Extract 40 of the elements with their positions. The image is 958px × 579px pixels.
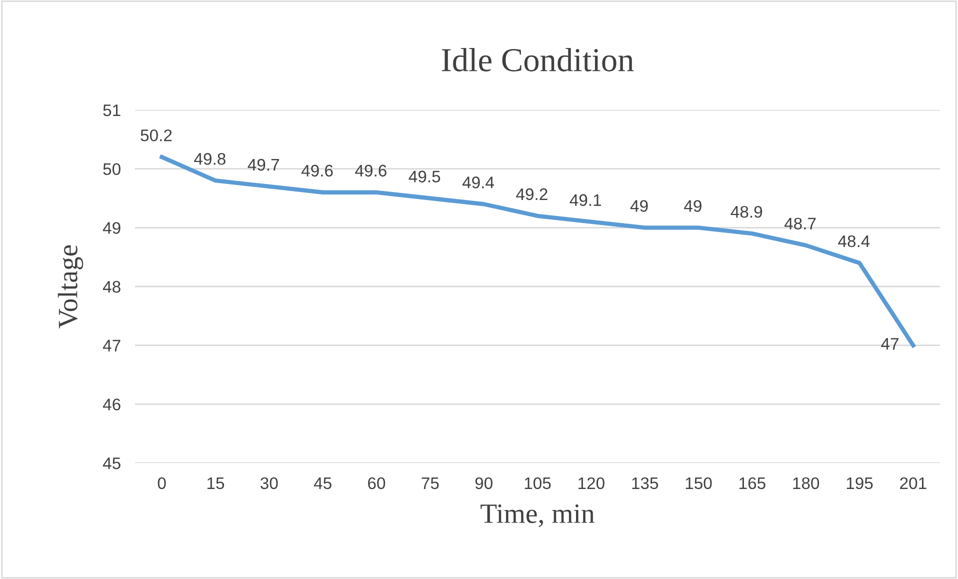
data-label: 48.7: [784, 218, 816, 230]
x-tick-label: 30: [260, 477, 278, 490]
y-tick-label: 47: [102, 340, 120, 352]
chart-title: Idle Condition: [442, 48, 634, 72]
y-axis-title: Voltage: [58, 245, 84, 328]
x-tick-label: 75: [422, 478, 439, 490]
data-label: 49.8: [194, 153, 226, 165]
x-tick-label: 165: [740, 477, 766, 490]
y-tick-label: 46: [102, 398, 120, 410]
x-tick-label: 15: [208, 478, 224, 490]
data-label: 49.4: [462, 176, 494, 188]
x-tick-label: 0: [158, 477, 166, 490]
x-tick-label: 201: [900, 477, 926, 490]
data-label: 49.5: [408, 170, 440, 182]
y-tick-label: 45: [102, 458, 120, 470]
data-label: 49.2: [516, 188, 548, 200]
x-tick-label: 105: [524, 477, 551, 490]
x-tick-label: 135: [632, 477, 658, 490]
data-label: 49.1: [570, 194, 602, 206]
y-tick-label: 50: [103, 163, 120, 176]
x-tick-label: 195: [846, 477, 873, 490]
x-tick-label: 120: [578, 477, 604, 490]
y-tick-label: 48: [102, 280, 120, 293]
data-label: 47: [881, 338, 898, 350]
data-label: 49.6: [301, 164, 333, 177]
data-label: 49.6: [355, 164, 386, 177]
x-tick-label: 60: [368, 477, 386, 490]
data-label: 50.2: [140, 129, 172, 142]
data-label: 49: [684, 200, 702, 212]
y-tick-label: 51: [103, 104, 120, 116]
x-tick-label: 45: [314, 478, 332, 490]
x-tick-label: 90: [475, 477, 492, 490]
x-tick-label: 150: [686, 477, 712, 490]
x-tick-label: 180: [793, 477, 820, 490]
data-label: 49.7: [248, 158, 279, 171]
data-label: 48.9: [730, 206, 762, 218]
x-axis-title: Time, min: [480, 504, 594, 528]
data-label: 48.4: [838, 235, 870, 248]
y-tick-label: 49: [102, 222, 120, 234]
data-label: 49: [630, 200, 648, 212]
